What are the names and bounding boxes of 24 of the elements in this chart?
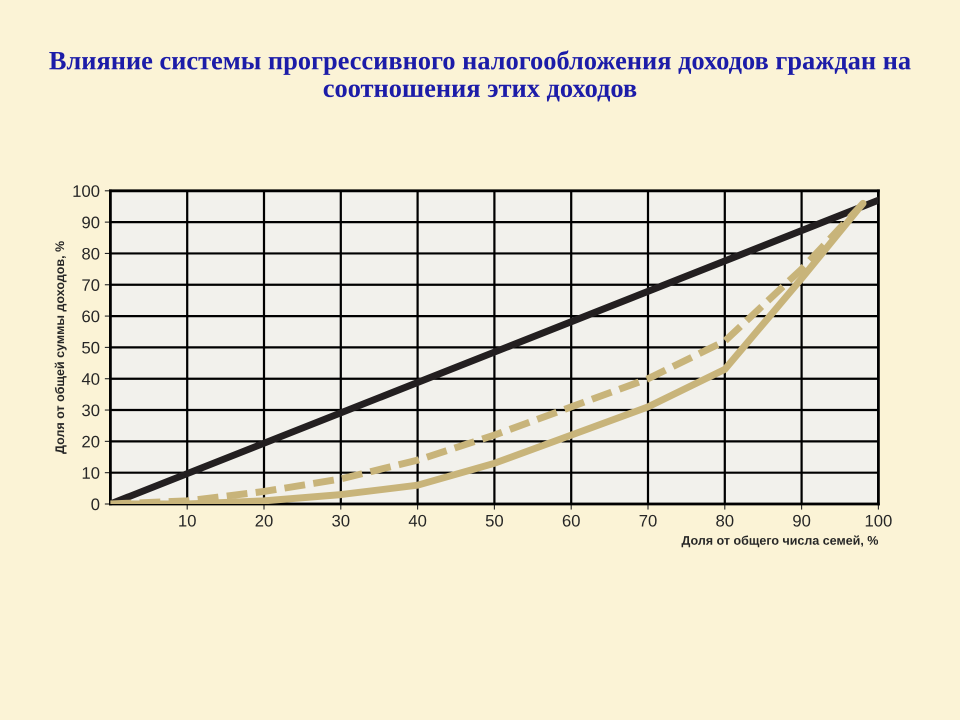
x-tick-label: 80 — [716, 514, 734, 527]
y-tick-label: 70 — [82, 279, 100, 291]
y-tick-label: 60 — [82, 310, 100, 322]
x-tick-label: 20 — [256, 514, 273, 527]
y-tick-label: 20 — [82, 436, 100, 448]
y-tick-label: 10 — [82, 467, 100, 479]
y-tick-label: 90 — [82, 216, 100, 228]
y-axis-title: Доля от общей суммы доходов, % — [54, 241, 67, 454]
x-axis-title: Доля от общего числа семей, % — [682, 535, 878, 548]
x-tick-label: 100 — [866, 514, 892, 527]
x-tick-label: 10 — [179, 514, 196, 527]
x-tick-label: 40 — [408, 514, 426, 527]
x-tick-label: 70 — [640, 514, 657, 527]
x-tick-label: 90 — [793, 514, 810, 527]
chart-title: Влияние системы прогрессивного налогообложения доходов граждан на соотношения этих доходов — [49, 50, 911, 102]
y-tick-label: 30 — [82, 404, 100, 416]
x-tick-label: 30 — [332, 514, 350, 527]
y-tick-label: 100 — [73, 185, 100, 198]
y-tick-label: 50 — [82, 342, 100, 354]
y-tick-label: 0 — [91, 498, 100, 510]
y-tick-label: 80 — [82, 248, 100, 260]
x-tick-label: 50 — [486, 514, 504, 527]
x-tick-label: 60 — [562, 514, 580, 527]
y-tick-label: 40 — [82, 373, 100, 385]
